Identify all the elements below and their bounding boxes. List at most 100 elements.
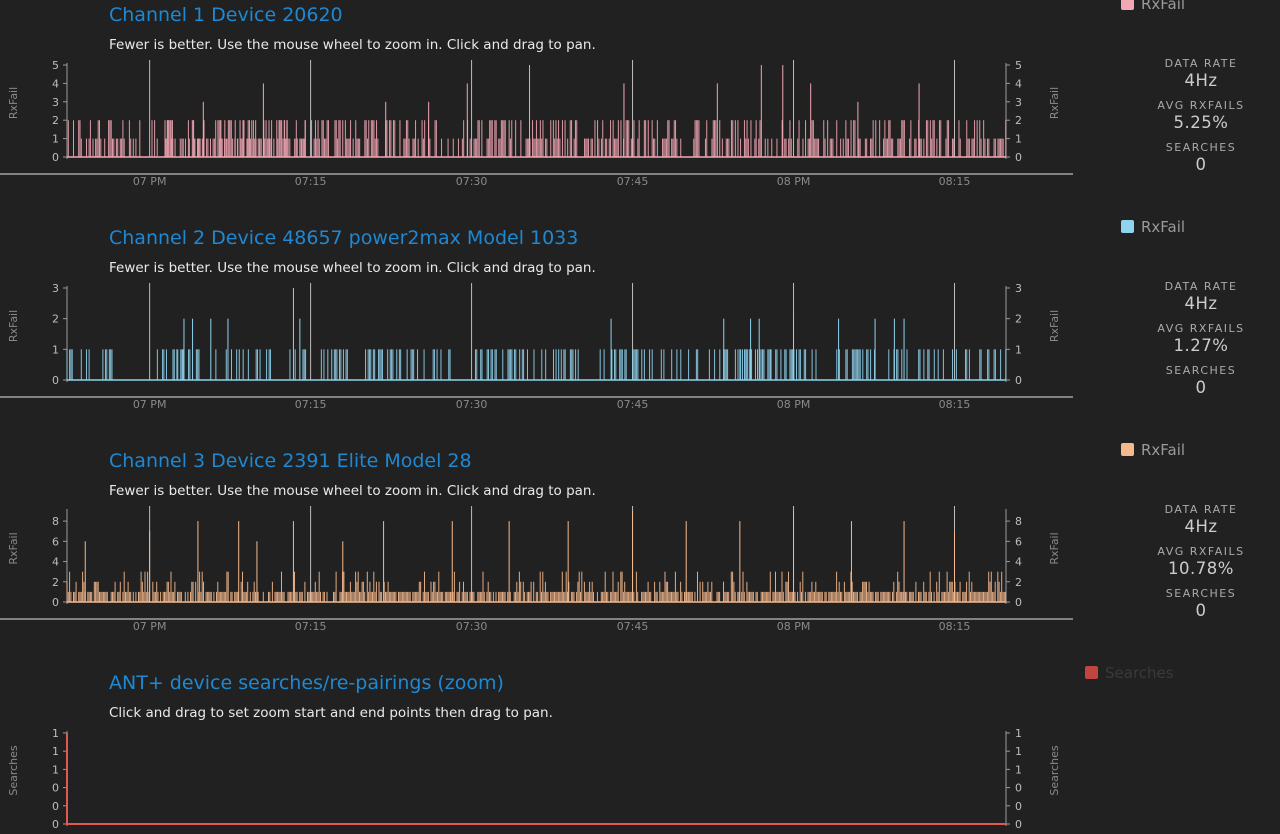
y-tick-label: 8 — [1015, 515, 1022, 528]
y-tick-label: 4 — [52, 556, 59, 569]
chart-panel-channel-1: Channel 1 Device 20620 Fewer is better. … — [0, 0, 1280, 210]
chart-panel-searches: ANT+ device searches/re-pairings (zoom) … — [0, 664, 1280, 834]
x-tick-label: 07:30 — [456, 620, 488, 633]
legend-label: RxFail — [1141, 218, 1186, 236]
stats-panel: DATA RATE 4Hz AVG RXFAILS 1.27% SEARCHES… — [1130, 280, 1272, 406]
y-tick-label: 1 — [1015, 133, 1022, 146]
y-tick-label: 0 — [1015, 782, 1022, 795]
y-tick-label: 5 — [52, 59, 59, 72]
x-tick-label: 08:15 — [939, 398, 971, 411]
avg-rxfails-label: AVG RXFAILS — [1157, 545, 1245, 558]
stats-panel: DATA RATE 4Hz AVG RXFAILS 10.78% SEARCHE… — [1130, 503, 1272, 629]
y-tick-label: 3 — [52, 96, 59, 109]
x-tick-label: 08 PM — [777, 398, 811, 411]
y-tick-label: 1 — [52, 343, 59, 356]
y-tick-label: 2 — [1015, 313, 1022, 326]
legend-label: RxFail — [1141, 441, 1186, 459]
searches-label: SEARCHES — [1165, 141, 1237, 154]
series-rxfail — [67, 120, 1007, 157]
x-tick-label: 08:15 — [939, 620, 971, 633]
y-tick-label: 0 — [1015, 151, 1022, 164]
y-axis-label-right: RxFail — [1048, 87, 1061, 119]
y-tick-label: 4 — [52, 77, 59, 90]
chart-title[interactable]: Channel 1 Device 20620 — [109, 4, 343, 26]
chart-title[interactable]: Channel 3 Device 2391 Elite Model 28 — [109, 450, 472, 472]
y-tick-label: 0 — [1015, 596, 1022, 609]
legend-item-rxfail[interactable]: RxFail — [1121, 441, 1185, 459]
y-tick-label: 2 — [52, 576, 59, 589]
y-axis-label-left: RxFail — [7, 87, 20, 119]
chart-title[interactable]: ANT+ device searches/re-pairings (zoom) — [109, 672, 504, 694]
y-tick-label: 1 — [1015, 745, 1022, 758]
legend-swatch — [1121, 0, 1134, 10]
y-tick-label: 4 — [1015, 77, 1022, 90]
y-tick-label: 0 — [1015, 374, 1022, 387]
y-tick-label: 0 — [1015, 818, 1022, 831]
data-rate-label: DATA RATE — [1164, 57, 1238, 70]
y-tick-label: 0 — [1015, 800, 1022, 813]
y-tick-label: 3 — [1015, 282, 1022, 295]
x-tick-label: 07:15 — [295, 398, 327, 411]
y-tick-label: 1 — [52, 763, 59, 776]
chart-panel-channel-2: Channel 2 Device 48657 power2max Model 1… — [0, 218, 1280, 433]
chart-3: 07 PM 07:15 07:30 07:45 08 PM 08:15 0 0 2 2 4 4 6 6 8 8… — [0, 506, 1073, 633]
series-searches — [66, 733, 1006, 825]
chart-2: 07 PM 07:15 07:30 07:45 08 PM 08:15 0 0 1 1 2 2 3 3 Rx… — [0, 282, 1073, 411]
data-rate-label: DATA RATE — [1164, 503, 1238, 516]
chart-title[interactable]: Channel 2 Device 48657 power2max Model 1… — [109, 227, 579, 249]
y-axis-label-left: RxFail — [7, 532, 20, 564]
legend-swatch — [1085, 666, 1098, 679]
searches-label: SEARCHES — [1165, 587, 1237, 600]
x-tick-label: 07:45 — [617, 620, 649, 633]
y-tick-label: 2 — [1015, 576, 1022, 589]
avg-rxfails-value: 1.27% — [1173, 336, 1229, 355]
x-tick-label: 07:15 — [295, 175, 327, 188]
y-axis-label-left: RxFail — [7, 310, 20, 342]
y-tick-label: 1 — [1015, 763, 1022, 776]
x-tick-label: 08 PM — [777, 620, 811, 633]
y-tick-label: 6 — [52, 535, 59, 548]
avg-rxfails-label: AVG RXFAILS — [1157, 322, 1245, 335]
legend-label: Searches — [1105, 664, 1174, 682]
x-tick-label: 07 PM — [133, 620, 167, 633]
y-tick-label: 0 — [52, 374, 59, 387]
y-tick-label: 1 — [52, 727, 59, 740]
data-rate-value: 4Hz — [1184, 71, 1218, 90]
y-tick-label: 3 — [1015, 96, 1022, 109]
y-tick-label: 2 — [52, 313, 59, 326]
y-tick-label: 2 — [1015, 114, 1022, 127]
y-tick-label: 0 — [52, 818, 59, 831]
chart-panel-channel-3: Channel 3 Device 2391 Elite Model 28 Few… — [0, 441, 1280, 656]
y-axis-label-right: RxFail — [1048, 532, 1061, 564]
x-tick-label: 07:30 — [456, 398, 488, 411]
series-rxfail — [66, 349, 1007, 380]
x-tick-label: 07:45 — [617, 175, 649, 188]
avg-rxfails-value: 5.25% — [1173, 113, 1229, 132]
x-tick-label: 07 PM — [133, 398, 167, 411]
y-axis-label-right: RxFail — [1048, 310, 1061, 342]
legend-item-rxfail[interactable]: RxFail — [1121, 218, 1185, 236]
y-tick-label: 1 — [52, 133, 59, 146]
stats-panel: DATA RATE 4Hz AVG RXFAILS 5.25% SEARCHES… — [1130, 57, 1272, 183]
legend-swatch — [1121, 443, 1134, 456]
legend-item-rxfail[interactable]: RxFail — [1121, 0, 1185, 13]
searches-value: 0 — [1195, 378, 1207, 397]
y-tick-label: 8 — [52, 515, 59, 528]
chart-instructions: Fewer is better. Use the mouse wheel to … — [109, 37, 596, 53]
chart-instructions: Fewer is better. Use the mouse wheel to … — [109, 260, 596, 276]
x-tick-label: 07:45 — [617, 398, 649, 411]
y-tick-label: 0 — [52, 151, 59, 164]
avg-rxfails-value: 10.78% — [1168, 559, 1234, 578]
y-tick-label: 4 — [1015, 556, 1022, 569]
x-tick-label: 07:30 — [456, 175, 488, 188]
legend-swatch — [1121, 220, 1134, 233]
y-tick-label: 3 — [52, 282, 59, 295]
x-tick-label: 08 PM — [777, 175, 811, 188]
searches-label: SEARCHES — [1165, 364, 1237, 377]
chart-4: 0 0 0 0 0 0 1 1 1 1 1 1 Searches Searches — [7, 727, 1061, 831]
y-tick-label: 0 — [52, 596, 59, 609]
x-tick-label: 08:15 — [939, 175, 971, 188]
legend-item-searches[interactable]: Searches — [1085, 664, 1174, 682]
y-tick-label: 5 — [1015, 59, 1022, 72]
